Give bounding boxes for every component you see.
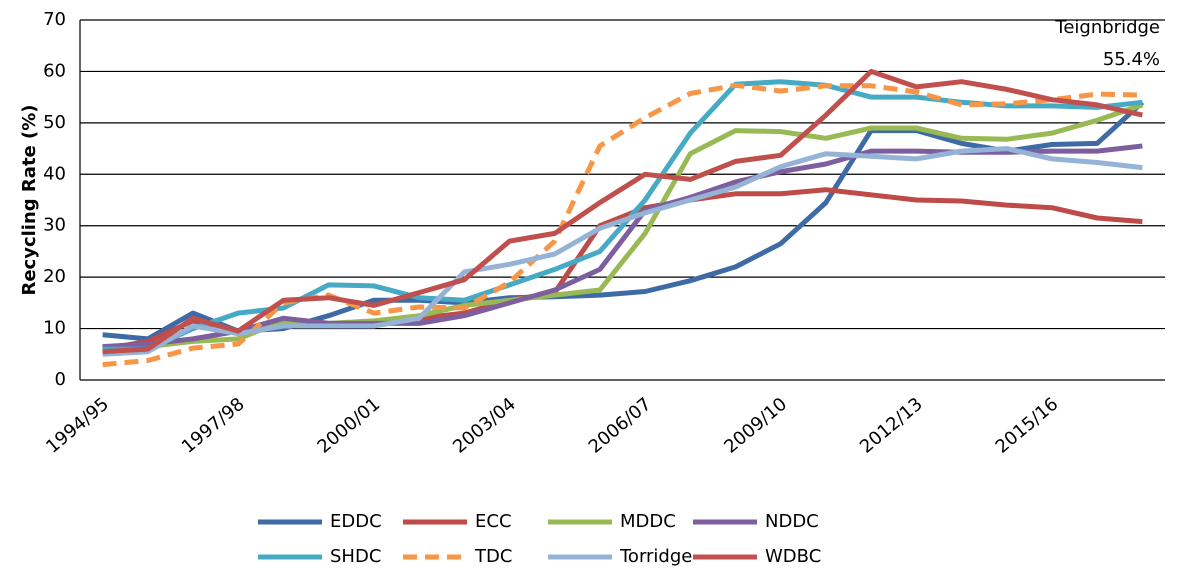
y-tick-label: 20	[43, 266, 66, 287]
x-tick-label: 2003/04	[449, 394, 520, 458]
y-tick-label: 30	[43, 215, 66, 236]
x-tick-label: 2006/07	[585, 394, 656, 458]
y-tick-label: 70	[43, 9, 66, 30]
y-axis-label: Recycling Rate (%)	[19, 104, 40, 295]
series-line	[102, 146, 1143, 357]
x-tick-label: 2009/10	[720, 394, 791, 458]
x-tick-label: 1994/95	[42, 394, 113, 458]
x-tick-label: 2012/13	[856, 394, 927, 458]
legend-label: TDC	[474, 546, 512, 567]
x-tick-label: 2015/16	[992, 394, 1063, 458]
legend-label: SHDC	[330, 546, 381, 567]
legend-label: EDDC	[330, 511, 382, 532]
legend-label: ECC	[475, 511, 512, 532]
y-tick-label: 0	[55, 369, 66, 390]
y-tick-label: 50	[43, 112, 66, 133]
legend-label: NDDC	[765, 511, 819, 532]
y-tick-label: 10	[43, 318, 66, 339]
series-line	[102, 102, 1144, 352]
legend-label: Torridge	[619, 546, 692, 567]
x-tick-label: 2000/01	[313, 394, 384, 458]
series-line	[102, 68, 1143, 355]
y-tick-label: 40	[43, 163, 66, 184]
y-tick-label: 60	[43, 60, 66, 81]
annotation: 55.4%	[1103, 49, 1160, 70]
series-line	[102, 82, 1143, 368]
legend-label: MDDC	[620, 511, 676, 532]
legend-label: WDBC	[765, 546, 821, 567]
annotation: Teignbridge	[1054, 17, 1160, 38]
x-tick-label: 1997/98	[178, 394, 249, 458]
